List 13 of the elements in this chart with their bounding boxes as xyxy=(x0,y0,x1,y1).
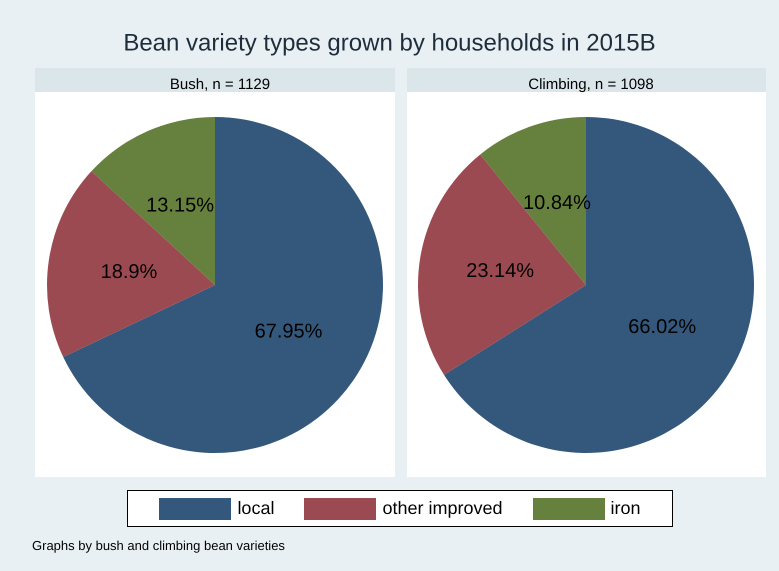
data-label: 23.14% xyxy=(466,260,534,282)
text: Graphs by bush and climbing bean varieties xyxy=(32,538,286,553)
data-label: 10.84% xyxy=(523,192,592,214)
data-label: 66.02% xyxy=(628,316,696,338)
legend-label: iron xyxy=(610,498,641,519)
chart-title: Bean variety types grown by households in 2015B xyxy=(123,30,656,56)
data-label: 67.95% xyxy=(254,320,323,342)
data-label: 13.15% xyxy=(146,194,214,216)
data-label: 18.9% xyxy=(100,260,158,283)
legend-label: local xyxy=(237,498,274,519)
chart-subtitle: Bush, n = 1129 xyxy=(170,76,270,93)
chart-subtitle: Climbing, n = 1098 xyxy=(528,76,654,93)
legend-label: other improved xyxy=(382,498,503,519)
